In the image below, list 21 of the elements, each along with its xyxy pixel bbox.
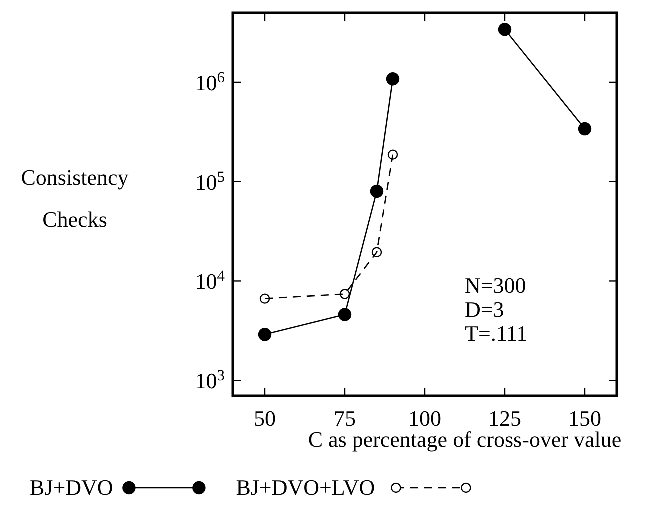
y-tick-label: 10$^{4}$ — [195, 268, 226, 294]
annotation: N=300 — [465, 273, 526, 298]
point — [370, 184, 384, 198]
y-axis-title: Consistency Checks — [21, 165, 129, 232]
point — [386, 72, 400, 86]
y-tick-label: 10$^{3}$ — [195, 367, 226, 394]
legend-label: BJ+DVO — [30, 475, 114, 500]
point — [498, 23, 512, 36]
annotation: D=3 — [465, 297, 504, 322]
point — [260, 294, 270, 304]
y-tick-label: 10$^{6}$ — [195, 68, 226, 96]
point — [578, 122, 592, 136]
point — [340, 289, 350, 300]
point — [388, 150, 398, 160]
annotation: T=.111 — [465, 321, 528, 346]
point — [338, 308, 352, 322]
point — [258, 328, 272, 342]
point — [372, 247, 382, 258]
x-tick-label: 50 — [254, 406, 276, 431]
legend-label: BJ+DVO+LVO — [236, 475, 376, 500]
y-tick-label: 10$^{5}$ — [195, 168, 226, 195]
